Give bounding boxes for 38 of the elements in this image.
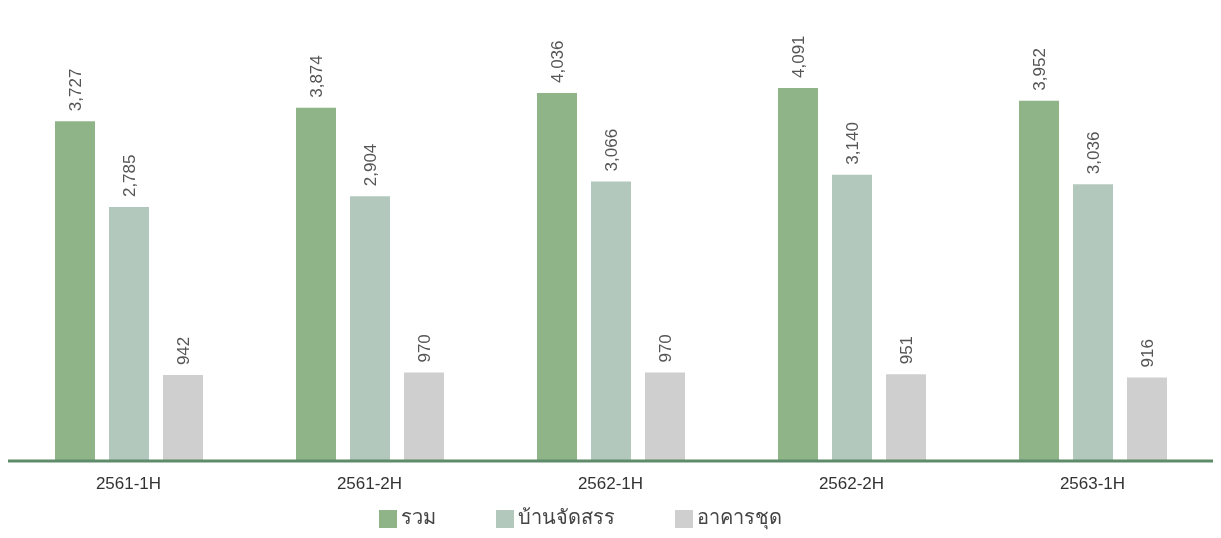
bar [163, 375, 203, 461]
bar [1073, 184, 1113, 461]
legend-label: รวม [401, 506, 436, 528]
data-label: 4,036 [548, 40, 567, 84]
data-label: 970 [656, 334, 675, 363]
bar [55, 121, 95, 461]
bar [832, 174, 872, 461]
x-tick-label: 2562-1H [577, 474, 644, 494]
x-tick-label: 2563-1H [1059, 474, 1126, 494]
bar [778, 88, 818, 461]
data-label: 916 [1138, 339, 1157, 368]
data-label: 970 [415, 334, 434, 363]
legend-label: อาคารชุด [697, 506, 782, 528]
bar [645, 372, 685, 461]
x-tick-label: 2561-2H [336, 474, 403, 494]
bar [537, 93, 577, 461]
data-label: 2,904 [361, 143, 380, 187]
bar [404, 372, 444, 461]
bar [109, 207, 149, 461]
data-label: 2,785 [120, 154, 139, 198]
x-tick-label: 2561-1H [95, 474, 162, 494]
bar [886, 374, 926, 461]
data-label: 3,727 [66, 68, 85, 112]
legend-label: บ้านจัดสรร [518, 506, 615, 528]
bar [1019, 100, 1059, 461]
bar [350, 196, 390, 461]
data-label: 3,140 [843, 122, 862, 165]
data-label: 951 [897, 335, 916, 365]
data-label: 3,874 [307, 55, 326, 98]
bar [591, 181, 631, 461]
data-label: 3,952 [1030, 48, 1049, 91]
data-label: 3,066 [602, 128, 621, 172]
bar [1127, 377, 1167, 461]
bar [296, 107, 336, 461]
data-label: 4,091 [789, 35, 808, 78]
data-label: 3,036 [1084, 131, 1103, 175]
data-label: 942 [174, 336, 193, 366]
x-tick-label: 2562-2H [818, 474, 885, 494]
